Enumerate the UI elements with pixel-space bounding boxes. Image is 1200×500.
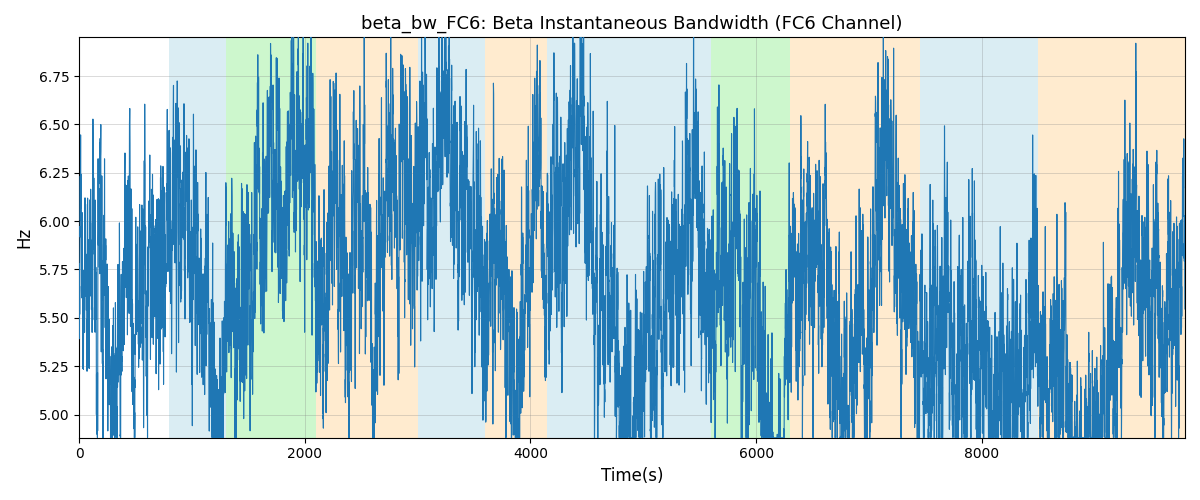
Bar [418,38,485,438]
Bar [169,38,226,438]
Bar [712,38,790,438]
Bar [316,38,418,438]
Bar [485,38,547,438]
Bar [790,38,919,438]
Bar [1038,38,1186,438]
Title: beta_bw_FC6: Beta Instantaneous Bandwidth (FC6 Channel): beta_bw_FC6: Beta Instantaneous Bandwidt… [361,15,902,34]
Bar [919,38,1038,438]
X-axis label: Time(s): Time(s) [601,467,664,485]
Bar [547,38,712,438]
Y-axis label: Hz: Hz [14,227,32,248]
Bar [226,38,316,438]
